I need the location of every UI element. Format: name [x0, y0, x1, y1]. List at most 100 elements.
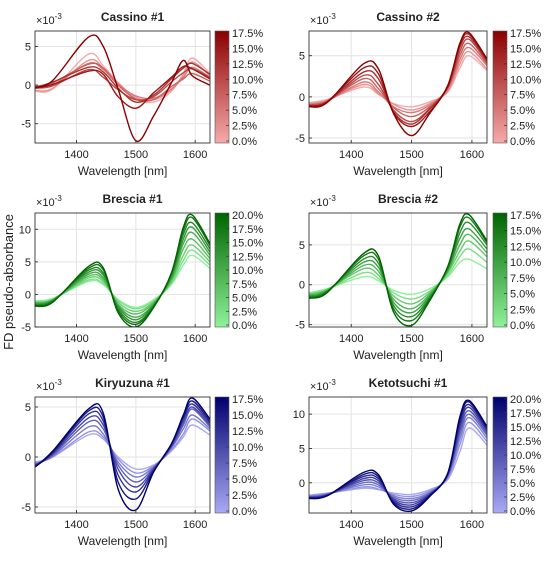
series-line — [309, 248, 487, 300]
series-line — [309, 240, 487, 305]
x-axis-label: Wavelength [nm] — [353, 164, 443, 178]
series-line — [35, 213, 210, 327]
y-tick-label: 5 — [299, 240, 305, 252]
colorbar-label: 12.5% — [232, 59, 263, 71]
colorbar-label: 0.0% — [232, 136, 257, 148]
axis-exponent: ×10-3 — [36, 194, 62, 209]
axis-exponent-power: -3 — [329, 12, 337, 21]
colorbar-label: 15.0% — [510, 422, 541, 434]
series-line — [309, 406, 487, 506]
colorbar-label: 20.0% — [232, 210, 263, 222]
series-line — [309, 227, 487, 314]
x-tick-label: 1500 — [399, 333, 423, 345]
series-line — [35, 249, 210, 310]
series-line — [309, 42, 487, 118]
x-axis-label: Wavelength [nm] — [78, 348, 168, 362]
x-tick-label: 1600 — [460, 519, 484, 531]
series-line — [35, 403, 210, 493]
series-line — [35, 408, 210, 483]
colorbar-label: 5.0% — [510, 105, 535, 117]
colorbar-label: 0.0% — [510, 136, 535, 148]
colorbar-label: 10.0% — [510, 74, 541, 86]
y-tick-label: 5 — [25, 257, 31, 269]
colorbar-label: 2.5% — [510, 121, 535, 133]
y-tick-label: 0 — [299, 92, 305, 104]
series-group — [309, 399, 487, 512]
series-line — [309, 38, 487, 123]
axis-exponent: ×10-3 — [36, 12, 62, 27]
x-tick-label: 1500 — [124, 333, 148, 345]
colorbar-label: 17.5% — [510, 28, 541, 40]
series-line — [309, 216, 487, 322]
y-tick-label: -5 — [21, 119, 31, 131]
y-tick-label: 0 — [299, 478, 305, 490]
axis-exponent-power: -3 — [55, 378, 63, 387]
colorbar-label: 10.0% — [232, 74, 263, 86]
series-line — [35, 231, 210, 318]
axes-box — [308, 30, 488, 144]
y-tick-label: 5 — [25, 402, 31, 414]
chart-title: Cassino #2 — [376, 10, 440, 24]
series-line — [309, 416, 487, 500]
axes-box — [34, 396, 211, 514]
y-tick-label: 10 — [293, 409, 305, 421]
colorbar-label: 0.0% — [232, 320, 257, 332]
x-tick-label: 1600 — [183, 519, 207, 531]
axes-box — [34, 212, 211, 328]
colorbar-label: 2.5% — [510, 492, 535, 504]
y-tick-label: -5 — [295, 133, 305, 145]
y-tick-label: 10 — [19, 224, 31, 236]
colorbar-label: 7.5% — [232, 458, 257, 470]
series-line — [35, 414, 210, 478]
colorbar-label: 12.5% — [510, 241, 541, 253]
chart-title: Cassino #1 — [101, 10, 165, 24]
y-tick-label: 0 — [25, 80, 31, 92]
x-tick-label: 1400 — [339, 519, 363, 531]
axis-exponent: ×10-3 — [310, 12, 336, 27]
axis-exponent: ×10-3 — [310, 378, 336, 393]
axis-exponent: ×10-3 — [36, 378, 62, 393]
axes-box — [34, 30, 211, 144]
series-line — [35, 238, 210, 315]
colorbar — [214, 30, 230, 144]
colorbar-label: 17.5% — [510, 408, 541, 420]
x-tick-label: 1600 — [183, 149, 207, 161]
x-axis-label: Wavelength [nm] — [353, 348, 443, 362]
series-line — [309, 31, 487, 137]
colorbar-label: 2.5% — [232, 306, 257, 318]
y-tick-label: 5 — [299, 443, 305, 455]
series-line — [35, 424, 210, 471]
colorbar — [214, 396, 230, 514]
chart-panel: 1400 1500 1600 -5 0 5 ×10-3 Kiryuzuna #1 Wavelen… — [21, 376, 263, 548]
axis-exponent-power: -3 — [329, 378, 337, 387]
colorbar-label: 12.5% — [232, 251, 263, 263]
series-line — [309, 221, 487, 318]
x-axis-label: Wavelength [nm] — [78, 164, 168, 178]
colorbar-label: 15.0% — [510, 226, 541, 238]
colorbar-label: 10.0% — [232, 265, 263, 277]
y-tick-label: 0 — [25, 452, 31, 464]
colorbar-label: 15.0% — [232, 410, 263, 422]
series-line — [309, 258, 487, 296]
chart-title: Brescia #1 — [102, 192, 162, 206]
series-line — [309, 35, 487, 125]
series-line — [309, 46, 487, 114]
colorbar — [492, 212, 508, 328]
colorbar-label: 12.5% — [510, 59, 541, 71]
colorbar-label: 5.0% — [232, 474, 257, 486]
series-line — [309, 50, 487, 111]
colorbar — [492, 30, 508, 144]
series-line — [35, 244, 210, 313]
series-line — [35, 67, 210, 101]
y-tick-label: -5 — [21, 502, 31, 514]
y-axis-label: FD pseudo-absorbance — [1, 214, 16, 350]
x-tick-label: 1400 — [339, 333, 363, 345]
colorbar-label: 7.5% — [510, 464, 535, 476]
x-tick-label: 1600 — [460, 333, 484, 345]
x-tick-label: 1500 — [399, 149, 423, 161]
colorbar-label: 5.0% — [232, 105, 257, 117]
colorbar-label: 20.0% — [510, 394, 541, 406]
colorbar-label: 15.0% — [510, 43, 541, 55]
chart-panel: 1400 1500 1600 -5 0 5 ×10-3 Cassino #1 Wavelengt… — [21, 10, 263, 178]
